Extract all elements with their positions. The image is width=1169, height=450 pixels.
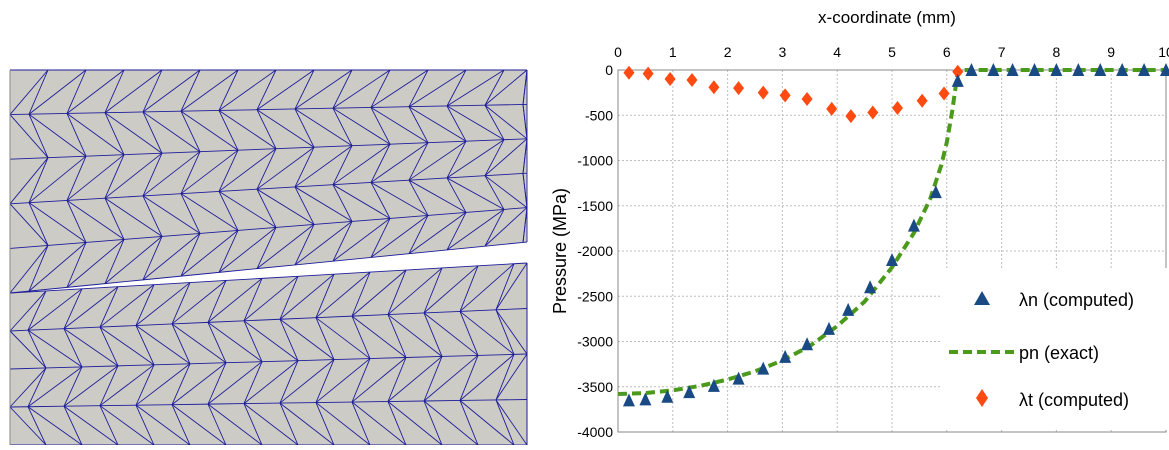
x-tick-label: 9 (1107, 44, 1115, 60)
chart: 0 1 2 3 4 5 6 7 8 9 10 0 -500 -1000 -1500 -2000 -2500 -3… (545, 0, 1169, 445)
y-tick-label: -3000 (577, 334, 613, 350)
mesh-image (0, 0, 545, 445)
chart-svg: 0 1 2 3 4 5 6 7 8 9 10 0 -500 -1000 -1500 -2000 -2500 -3… (545, 0, 1169, 445)
x-axis-title: x-coordinate (mm) (818, 8, 956, 27)
x-tick-label: 8 (1053, 44, 1061, 60)
y-tick-label: -4000 (577, 424, 613, 440)
y-tick-labels: 0 -500 -1000 -1500 -2000 -2500 -3000 -3500 -4000 (577, 62, 613, 440)
legend-label-p-n: pn (exact) (1019, 343, 1099, 363)
y-tick-label: -2500 (577, 288, 613, 304)
x-tick-label: 2 (724, 44, 732, 60)
y-tick-label: -1000 (577, 153, 613, 169)
legend-label-lambda-n: λn (computed) (1019, 290, 1134, 310)
y-tick-label: -3500 (577, 379, 613, 395)
lambda-t-point (867, 106, 878, 120)
lambda-t-point (665, 72, 676, 86)
lambda-n-point (952, 74, 964, 87)
lambda-n-point (842, 303, 854, 316)
x-tick-label: 5 (888, 44, 896, 60)
lambda-t-point (758, 86, 769, 100)
x-tick-labels: 0 1 2 3 4 5 6 7 8 9 10 (614, 44, 1169, 60)
lambda-t-point (686, 73, 697, 87)
lambda-t-point (780, 88, 791, 102)
lambda-t-point (733, 81, 744, 95)
y-tick-label: -2000 (577, 243, 613, 259)
legend-label-lambda-t: λt (computed) (1019, 390, 1129, 410)
y-tick-label: -1500 (577, 198, 613, 214)
x-tick-label: 7 (998, 44, 1006, 60)
y-tick-label: -500 (585, 107, 613, 123)
y-tick-label: 0 (605, 62, 613, 78)
x-tick-label: 10 (1158, 44, 1169, 60)
x-tick-label: 3 (779, 44, 787, 60)
legend: λn (computed) pn (exact) λt (computed) (941, 268, 1167, 430)
lambda-t-point (826, 102, 837, 116)
lambda-t-point (845, 109, 856, 123)
x-tick-label: 4 (833, 44, 841, 60)
y-axis-title: Pressure (MPa) (550, 188, 570, 314)
x-tick-label: 6 (943, 44, 951, 60)
mesh-figure (0, 0, 545, 445)
lambda-t-point (939, 87, 950, 101)
lambda-t-point (623, 66, 634, 80)
lambda-t-point (892, 101, 903, 115)
lambda-t-point (917, 94, 928, 108)
x-tick-label: 0 (614, 44, 622, 60)
lambda-t-point (643, 67, 654, 81)
lambda-t-point (708, 80, 719, 94)
lambda-t-point (802, 92, 813, 106)
x-tick-label: 1 (669, 44, 677, 60)
